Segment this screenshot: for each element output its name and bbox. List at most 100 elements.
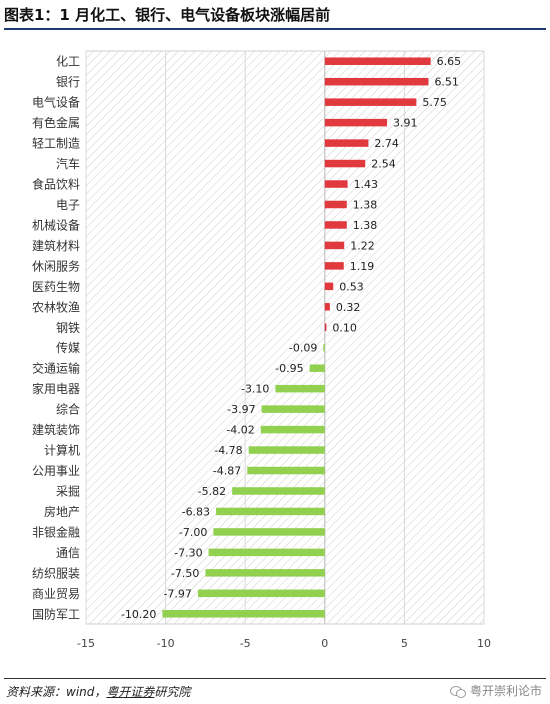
bar-2	[324, 98, 417, 106]
x-tick-label-3: 0	[321, 637, 328, 650]
value-label-15: -0.95	[275, 362, 303, 375]
value-label-18: -4.02	[226, 424, 254, 437]
category-label-22: 房地产	[44, 504, 80, 519]
category-label-6: 食品饮料	[32, 177, 80, 192]
bar-24	[208, 548, 325, 557]
value-label-26: -7.97	[163, 587, 191, 600]
value-label-23: -7.00	[179, 526, 207, 539]
bar-17	[261, 405, 325, 413]
value-label-13: 0.10	[332, 321, 357, 334]
value-label-8: 1.38	[353, 219, 378, 232]
bar-19	[248, 446, 325, 454]
page-title: 图表1：1 月化工、银行、电气设备板块涨幅居前	[4, 6, 331, 24]
bar-4	[324, 139, 369, 147]
bar-3	[324, 118, 388, 127]
x-tick-label-1: -10	[157, 637, 175, 650]
x-tick-label-5: 10	[477, 637, 491, 650]
value-label-24: -7.30	[174, 546, 202, 559]
category-label-10: 休闲服务	[32, 258, 80, 273]
category-label-26: 商业贸易	[32, 586, 80, 601]
value-label-12: 0.32	[336, 301, 361, 314]
bar-0	[324, 57, 431, 65]
value-label-17: -3.97	[227, 403, 255, 416]
plot-area	[85, 50, 485, 625]
watermark-text: 粤开崇利论市	[469, 684, 542, 698]
bar-14	[323, 343, 325, 352]
source-org: 粤开证券	[106, 685, 155, 699]
bar-5	[324, 159, 366, 168]
category-label-7: 电子	[56, 198, 80, 212]
value-labels: 6.65 6.51 5.75 3.91 2.74 2.54 1.43 1.38 1.38 1.22…	[121, 55, 461, 621]
bar-21	[232, 487, 325, 495]
category-label-27: 国防军工	[32, 606, 80, 621]
footer-divider	[4, 678, 546, 679]
value-label-7: 1.38	[353, 198, 378, 211]
value-label-14: -0.09	[289, 342, 317, 355]
category-labels: 化工银行电气设备有色金属轻工制造汽车食品饮料电子机械设备建筑材料休闲服务医药生物…	[32, 55, 80, 622]
bar-6	[324, 180, 348, 188]
bar-15	[309, 364, 325, 372]
value-label-3: 3.91	[393, 117, 418, 130]
category-label-18: 建筑装饰	[32, 422, 80, 437]
bar-13	[324, 323, 327, 332]
bar-23	[213, 528, 325, 536]
wechat-icon	[449, 685, 466, 698]
category-label-9: 建筑材料	[32, 238, 80, 253]
value-label-20: -4.87	[213, 465, 241, 478]
value-label-6: 1.43	[354, 178, 379, 191]
bar-16	[275, 384, 325, 393]
bar-25	[205, 569, 325, 577]
title-divider	[4, 28, 546, 30]
bar-7	[324, 200, 347, 209]
bar-8	[324, 221, 347, 229]
category-label-5: 汽车	[56, 156, 80, 171]
category-label-1: 银行	[56, 75, 80, 89]
bar-20	[247, 466, 325, 475]
value-label-11: 0.53	[339, 280, 364, 293]
category-label-4: 轻工制造	[32, 137, 80, 151]
value-label-27: -10.20	[121, 608, 156, 621]
bar-9	[324, 241, 345, 250]
source-note: 资料来源：wind，粤开证券研究院	[6, 683, 190, 700]
value-label-25: -7.50	[171, 567, 199, 580]
bar-26	[197, 589, 325, 598]
category-label-0: 化工	[56, 55, 80, 69]
category-label-8: 机械设备	[32, 217, 80, 232]
category-label-25: 纺织服装	[32, 566, 80, 580]
x-tick-label-2: -5	[240, 637, 251, 650]
value-label-16: -3.10	[241, 383, 269, 396]
value-label-9: 1.22	[350, 239, 375, 252]
bar-27	[162, 610, 325, 618]
watermark: 粤开崇利论市	[449, 682, 542, 699]
value-label-1: 6.51	[434, 76, 459, 89]
value-label-4: 2.74	[374, 137, 399, 150]
bar-chart: 化工银行电气设备有色金属轻工制造汽车食品饮料电子机械设备建筑材料休闲服务医药生物…	[32, 50, 491, 650]
value-label-0: 6.65	[437, 55, 462, 68]
value-label-10: 1.19	[350, 260, 375, 273]
value-label-19: -4.78	[214, 444, 242, 457]
value-label-22: -6.83	[182, 505, 210, 518]
value-label-2: 5.75	[422, 96, 447, 109]
category-label-20: 公用事业	[32, 464, 80, 478]
category-label-12: 农林牧渔	[32, 300, 80, 314]
category-label-21: 采掘	[56, 483, 80, 498]
x-tick-label-0: -15	[77, 637, 95, 650]
category-label-2: 电气设备	[32, 95, 80, 110]
category-label-3: 有色金属	[32, 115, 80, 130]
source-prefix: 资料来源：wind，	[6, 685, 107, 699]
x-tick-labels: -15 -10 -5 0 5 10	[77, 637, 491, 650]
bar-1	[324, 77, 429, 86]
bar-22	[216, 507, 325, 516]
bar-10	[324, 262, 344, 270]
bar-12	[324, 303, 330, 311]
value-label-21: -5.82	[198, 485, 226, 498]
category-label-15: 交通运输	[32, 361, 80, 376]
category-label-11: 医药生物	[32, 280, 80, 294]
category-label-24: 通信	[56, 546, 80, 560]
category-label-23: 非银金融	[32, 524, 80, 539]
category-label-13: 钢铁	[56, 321, 80, 335]
value-label-5: 2.54	[371, 158, 396, 171]
x-tick-label-4: 5	[401, 637, 408, 650]
bar-11	[324, 282, 334, 291]
category-label-16: 家用电器	[32, 381, 80, 396]
